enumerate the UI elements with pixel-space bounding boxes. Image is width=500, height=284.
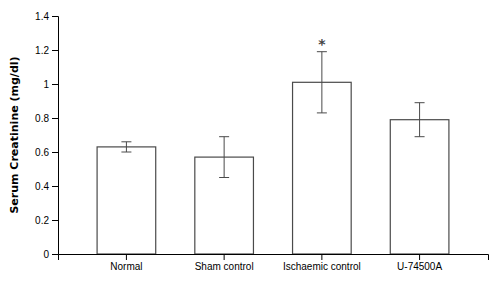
bar <box>97 147 156 254</box>
x-tick-mark <box>321 254 322 260</box>
y-tick: 1 <box>43 79 58 90</box>
y-axis-title: Serum Creatinine (mg/dl) <box>8 56 21 213</box>
annotation: * <box>318 36 326 52</box>
error-bar <box>415 103 425 137</box>
x-tick-mark <box>224 254 225 260</box>
error-bar-cap <box>415 136 425 137</box>
x-axis-line <box>59 255 489 261</box>
y-tick-label: 1.4 <box>35 11 49 22</box>
error-bar-cap <box>121 152 131 153</box>
y-tick-label: 0.8 <box>35 113 49 124</box>
y-tick: 1.4 <box>35 11 58 22</box>
y-tick-mark <box>52 254 58 255</box>
marks <box>97 52 449 254</box>
x-tick-mark <box>126 254 127 260</box>
y-tick: 0.4 <box>35 181 58 192</box>
error-bar-stem <box>224 137 225 178</box>
y-tick-mark <box>52 220 58 221</box>
x-tick-label: U-74500A <box>397 261 442 272</box>
x-tick: Sham control <box>195 254 254 272</box>
error-bar-stem <box>321 52 322 113</box>
y-tick: 0 <box>43 249 58 260</box>
y-tick-mark <box>52 118 58 119</box>
y-tick-mark <box>52 84 58 85</box>
y-tick-label: 0.6 <box>35 147 49 158</box>
error-bar-cap <box>121 141 131 142</box>
bar <box>390 120 449 254</box>
y-tick: 0.8 <box>35 113 58 124</box>
error-bar-cap <box>219 177 229 178</box>
error-bar-cap <box>415 102 425 103</box>
error-bar <box>121 142 131 152</box>
y-axis-line <box>52 17 59 255</box>
x-tick-label: Ischaemic control <box>283 261 361 272</box>
error-bar-cap <box>317 112 327 113</box>
y-tick-label: 1 <box>43 79 49 90</box>
y-tick-mark <box>52 50 58 51</box>
y-tick-label: 1.2 <box>35 45 49 56</box>
x-tick-label: Sham control <box>195 261 254 272</box>
y-tick-label: 0 <box>43 249 49 260</box>
error-bar-stem <box>126 142 127 152</box>
y-tick-label: 0.2 <box>35 215 49 226</box>
error-bar-stem <box>419 103 420 137</box>
error-bar-cap <box>219 136 229 137</box>
x-axis: Normal Sham control Ischaemic control U-745… <box>59 254 489 272</box>
error-bar <box>317 52 327 113</box>
x-tick: U-74500A <box>397 254 442 272</box>
y-tick-mark <box>52 16 58 17</box>
x-tick-mark <box>419 254 420 260</box>
y-tick-mark <box>52 186 58 187</box>
y-tick: 1.2 <box>35 45 58 56</box>
y-tick: 0.6 <box>35 147 58 158</box>
chart: 0 0.2 0.4 0.6 0.8 1 1.2 1.4 Normal Sham control Is… <box>0 0 500 284</box>
error-bar <box>219 137 229 178</box>
y-tick-mark <box>52 152 58 153</box>
x-tick: Ischaemic control <box>283 254 361 272</box>
plot: 0 0.2 0.4 0.6 0.8 1 1.2 1.4 Normal Sham control Is… <box>35 11 488 272</box>
x-tick: Normal <box>110 254 142 272</box>
x-tick-label: Normal <box>110 261 142 272</box>
y-tick: 0.2 <box>35 215 58 226</box>
y-tick-label: 0.4 <box>35 181 49 192</box>
y-axis: 0 0.2 0.4 0.6 0.8 1 1.2 1.4 <box>35 11 58 260</box>
